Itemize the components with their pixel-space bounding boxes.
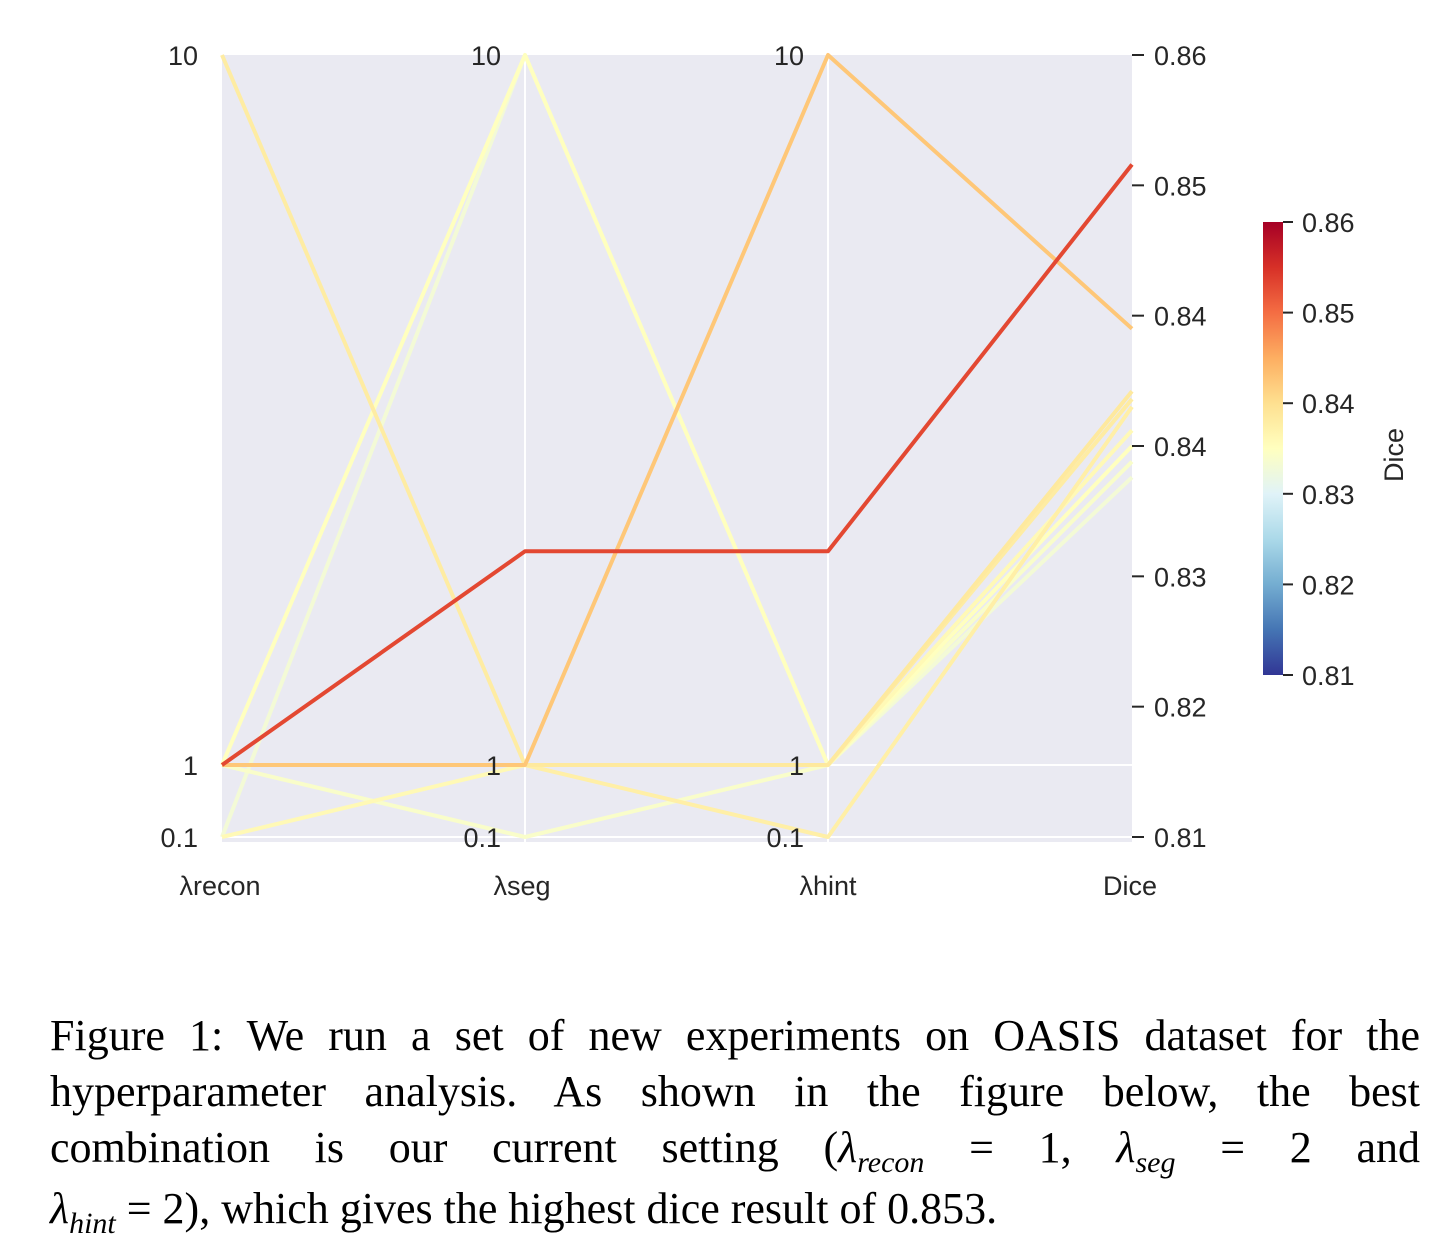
axis-ticks: 10 1 0.1 10 1 0.1 10 1 0.1 <box>160 41 804 853</box>
dice-tick-1: 0.85 <box>1154 171 1207 201</box>
axis-1-tick-2: 0.1 <box>463 823 501 853</box>
axis-1-tick-1: 1 <box>486 751 501 781</box>
dice-tick-5: 0.82 <box>1154 693 1207 723</box>
axis-names: λrecon λseg λhint Dice <box>179 871 1157 901</box>
axis-name-0: λrecon <box>179 871 260 901</box>
colorbar-tick-0: 0.86 <box>1302 208 1355 238</box>
parallel-coordinates-chart: 10 1 0.1 10 1 0.1 10 1 0.1 λrecon λseg λhint Dice 0… <box>160 41 1409 901</box>
data-line-2 <box>222 53 1134 767</box>
axis-name-3: Dice <box>1103 871 1157 901</box>
caption-line-1: Figure 1: We run a set of new experiment… <box>50 1011 1420 1060</box>
dice-axis: 0.86 0.85 0.84 0.84 0.83 0.82 0.81 <box>1132 41 1207 853</box>
axis-2-tick-0: 10 <box>774 41 804 71</box>
axis-1-tick-0: 10 <box>471 41 501 71</box>
colorbar-tick-2: 0.84 <box>1302 389 1355 419</box>
dice-tick-0: 0.86 <box>1154 41 1207 71</box>
colorbar-gradient <box>1263 222 1283 675</box>
figure-caption: Figure 1: We run a set of new experiment… <box>50 1008 1420 1242</box>
caption-line-2: hyperparameter analysis. As shown in the… <box>50 1067 1420 1116</box>
colorbar-tick-5: 0.81 <box>1302 661 1355 691</box>
dice-tick-3: 0.84 <box>1154 432 1207 462</box>
caption-line-4: λhint = 2), which gives the highest dice… <box>50 1184 998 1240</box>
colorbar-tick-1: 0.85 <box>1302 299 1355 329</box>
dice-tick-2: 0.84 <box>1154 302 1207 332</box>
axis-0-tick-1: 1 <box>183 751 198 781</box>
data-lines <box>220 53 1134 839</box>
axis-name-1: λseg <box>493 871 550 901</box>
dice-tick-4: 0.83 <box>1154 562 1207 592</box>
axis-2-tick-2: 0.1 <box>766 823 804 853</box>
colorbar-tick-3: 0.83 <box>1302 480 1355 510</box>
colorbar-label: Dice <box>1379 428 1409 482</box>
axis-0-tick-0: 10 <box>168 41 198 71</box>
axis-2-tick-1: 1 <box>789 751 804 781</box>
colorbar: 0.86 0.85 0.84 0.83 0.82 0.81 Dice <box>1263 208 1409 691</box>
axis-0-tick-2: 0.1 <box>160 823 198 853</box>
caption-line-3: combination is our current setting (λrec… <box>50 1123 1421 1179</box>
data-line-3 <box>220 163 1134 767</box>
dice-tick-6: 0.81 <box>1154 823 1207 853</box>
axis-name-2: λhint <box>799 871 857 901</box>
colorbar-tick-4: 0.82 <box>1302 570 1355 600</box>
